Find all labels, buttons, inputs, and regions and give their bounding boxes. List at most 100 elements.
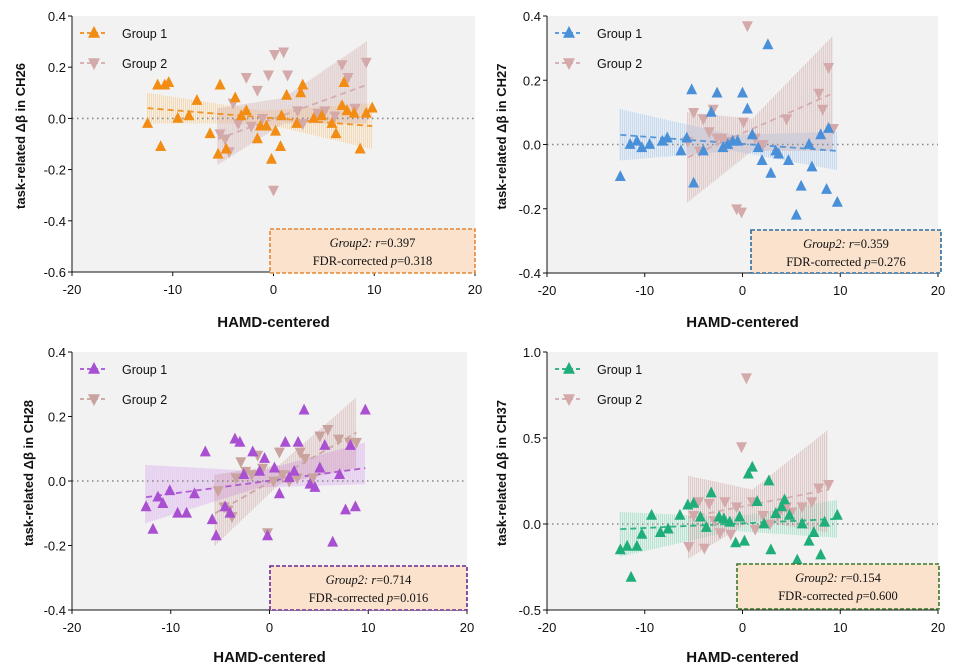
data-point-group1 bbox=[275, 140, 287, 151]
data-point-group1 bbox=[776, 500, 788, 512]
data-point-group1 bbox=[283, 471, 295, 483]
data-point-group1 bbox=[210, 529, 222, 541]
data-point-group1 bbox=[238, 468, 250, 479]
data-point-group1 bbox=[831, 508, 843, 520]
data-point-group2 bbox=[230, 473, 242, 485]
legend-item-group2: Group 2 bbox=[555, 57, 642, 71]
stats-correlation: Group2: r=0.397 bbox=[330, 236, 416, 250]
data-point-group1 bbox=[694, 510, 706, 522]
data-point-group2 bbox=[703, 127, 715, 139]
data-point-group1 bbox=[240, 104, 252, 116]
data-point-group1 bbox=[654, 526, 666, 537]
data-point-group1 bbox=[624, 138, 636, 149]
x-axis-label: HAMD-centered bbox=[217, 314, 330, 331]
data-point-group2 bbox=[294, 447, 306, 459]
stats-r-equals: = bbox=[380, 236, 387, 250]
data-point-group1 bbox=[686, 83, 698, 95]
data-point-group1 bbox=[157, 497, 169, 508]
data-point-group1 bbox=[700, 520, 712, 532]
data-point-group1 bbox=[354, 142, 366, 154]
x-tick-label: -20 bbox=[63, 282, 82, 297]
y-tick-label: -0.4 bbox=[44, 603, 66, 618]
data-point-group1 bbox=[773, 147, 785, 159]
data-point-group1 bbox=[172, 111, 184, 123]
data-point-group1 bbox=[348, 106, 360, 118]
x-axis-label: HAMD-centered bbox=[213, 649, 326, 666]
fit-line-group2 bbox=[217, 84, 367, 140]
data-point-group1 bbox=[314, 461, 326, 473]
data-point-group1 bbox=[751, 495, 763, 507]
y-tick-label: 0.2 bbox=[48, 60, 66, 75]
y-tick-label: -0.4 bbox=[519, 266, 541, 281]
data-point-group1 bbox=[295, 86, 307, 98]
data-point-group1 bbox=[220, 142, 232, 154]
data-point-group1 bbox=[327, 535, 339, 547]
data-point-group2 bbox=[282, 70, 294, 82]
data-point-group1 bbox=[821, 182, 833, 194]
data-point-group1 bbox=[675, 144, 687, 156]
data-point-group1 bbox=[344, 439, 356, 450]
data-point-group1 bbox=[338, 76, 350, 87]
data-point-group1 bbox=[281, 88, 293, 100]
data-point-group1 bbox=[297, 78, 309, 90]
stats-p-value-line: FDR-corrected p=0.016 bbox=[309, 591, 429, 605]
legend-marker bbox=[563, 58, 575, 71]
data-point-group2 bbox=[780, 114, 792, 126]
data-point-group2 bbox=[725, 529, 737, 541]
legend-marker bbox=[563, 25, 575, 38]
data-point-group2 bbox=[703, 498, 715, 510]
data-point-group1 bbox=[340, 503, 352, 515]
data-point-group1 bbox=[796, 517, 808, 529]
data-point-group1 bbox=[765, 543, 777, 555]
data-point-group2 bbox=[737, 117, 749, 129]
fit-line-group1 bbox=[620, 133, 838, 152]
stats-p-equals: = bbox=[393, 591, 400, 605]
data-point-group1 bbox=[147, 522, 159, 534]
x-tick-label: 10 bbox=[833, 283, 847, 298]
data-point-group2 bbox=[314, 431, 326, 443]
legend-item-group1: Group 1 bbox=[555, 361, 642, 377]
data-point-group1 bbox=[360, 106, 372, 118]
data-point-group1 bbox=[181, 506, 193, 518]
legend-marker bbox=[563, 394, 575, 407]
data-point-group1 bbox=[260, 119, 272, 131]
data-point-group1 bbox=[783, 508, 795, 520]
data-point-group2 bbox=[299, 454, 311, 465]
data-point-group2 bbox=[757, 140, 769, 151]
x-tick-label: 0 bbox=[266, 620, 273, 635]
x-tick-label: 0 bbox=[270, 282, 277, 297]
data-point-group2 bbox=[267, 476, 279, 488]
data-point-group1 bbox=[803, 534, 815, 546]
x-tick-label: 10 bbox=[367, 282, 381, 297]
data-point-group1 bbox=[762, 38, 774, 50]
stats-fdr-label: FDR-corrected bbox=[786, 255, 864, 269]
stats-p-value: 0.276 bbox=[878, 255, 906, 269]
fit-line-group2 bbox=[687, 92, 834, 159]
data-point-group1 bbox=[251, 132, 263, 144]
data-point-group2 bbox=[688, 511, 700, 522]
data-point-group1 bbox=[803, 138, 815, 149]
y-axis-label: task-related Δβ in CH37 bbox=[494, 400, 509, 546]
stats-r-symbol: r bbox=[849, 237, 854, 251]
data-point-group1 bbox=[212, 147, 224, 159]
data-point-group1 bbox=[292, 435, 304, 447]
x-tick-label: 10 bbox=[361, 620, 375, 635]
data-point-group1 bbox=[206, 513, 218, 525]
stats-p-symbol: p bbox=[386, 591, 393, 605]
data-point-group2 bbox=[350, 437, 362, 449]
data-point-group1 bbox=[644, 138, 656, 149]
data-point-group1 bbox=[738, 534, 750, 546]
data-point-group1 bbox=[746, 460, 758, 472]
data-point-group2 bbox=[764, 519, 776, 531]
legend-item-group1: Group 1 bbox=[555, 25, 642, 41]
data-point-group2 bbox=[736, 442, 748, 454]
x-tick-label: 20 bbox=[931, 283, 945, 298]
stats-p-value-line: FDR-corrected p=0.600 bbox=[778, 589, 898, 603]
data-point-group1 bbox=[366, 101, 378, 113]
data-point-group2 bbox=[693, 497, 705, 509]
stats-r-symbol: r bbox=[371, 573, 376, 587]
data-point-group2 bbox=[823, 480, 835, 491]
data-point-group1 bbox=[140, 500, 152, 512]
data-point-group2 bbox=[319, 106, 331, 118]
y-tick-label: 0.0 bbox=[523, 517, 541, 532]
